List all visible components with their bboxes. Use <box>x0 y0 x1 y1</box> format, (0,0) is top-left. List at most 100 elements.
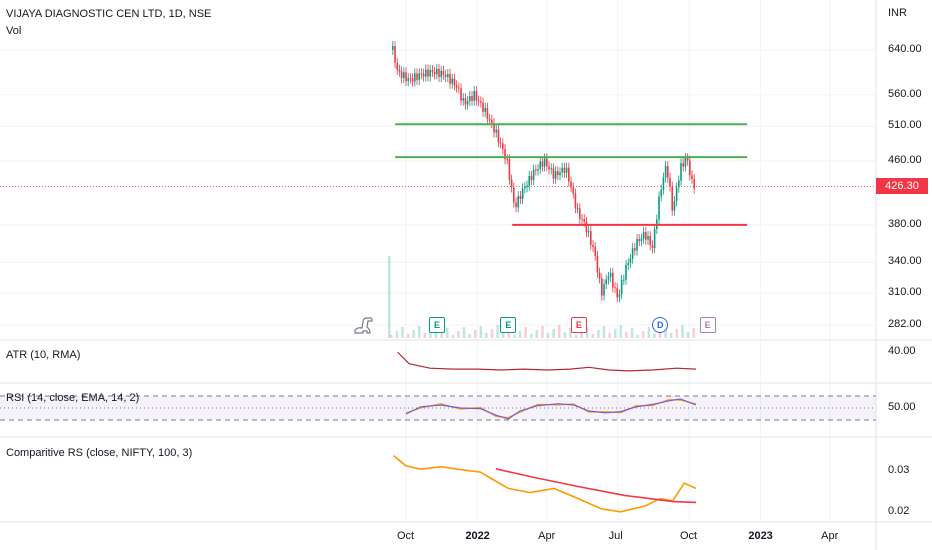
candle-body <box>535 169 537 171</box>
rsi-tick: 50.00 <box>888 401 916 413</box>
crs-pane-label[interactable]: Comparitive RS (close, NIFTY, 100, 3) <box>6 447 193 459</box>
candle-body <box>524 187 526 189</box>
volume-label: Vol <box>6 25 22 37</box>
candle-body <box>506 159 509 161</box>
earnings-event-marker[interactable]: E <box>699 317 716 333</box>
volume-bar <box>401 327 404 338</box>
candle-body <box>519 195 522 200</box>
candle-body <box>451 78 454 84</box>
candle-body <box>559 172 561 176</box>
candle-body <box>537 169 539 171</box>
candle-body <box>662 177 665 190</box>
volume-bar <box>474 330 477 338</box>
candle-body <box>449 74 451 84</box>
volume-bar <box>423 333 427 338</box>
candle-body <box>638 239 641 242</box>
volume-bar <box>462 327 466 338</box>
candle-body <box>464 98 467 105</box>
candle-body <box>510 179 513 188</box>
volume-bar <box>518 331 522 338</box>
volume-bar <box>388 256 391 338</box>
candle-body <box>576 207 579 209</box>
candle-body <box>629 258 632 263</box>
candle-body <box>669 177 671 187</box>
candle-body <box>444 74 447 77</box>
candle-body <box>645 232 647 240</box>
candle-body <box>550 168 553 170</box>
candle-body <box>686 158 689 161</box>
candle-body <box>447 74 449 77</box>
candle-body <box>689 160 691 176</box>
candle-body <box>403 72 405 79</box>
candle-body <box>570 181 572 188</box>
dividend-event-marker[interactable]: D <box>652 317 669 333</box>
candle-body <box>508 159 511 180</box>
candle-body <box>647 236 649 240</box>
volume-bar <box>535 330 539 338</box>
candle-body <box>502 143 504 150</box>
volume-bar <box>552 329 555 338</box>
volume-bar <box>418 326 421 338</box>
last-price-tag: 426.30 <box>876 178 928 194</box>
time-tick: 2023 <box>748 530 773 542</box>
volume-bar <box>513 335 516 338</box>
rsi-pane-label[interactable]: RSI (14, close, EMA, 14, 2) <box>6 392 140 404</box>
candle-body <box>495 129 498 133</box>
atr-pane-label[interactable]: ATR (10, RMA) <box>6 349 81 361</box>
candle-body <box>572 187 575 194</box>
candle-body <box>618 294 621 298</box>
price-tick: 560.00 <box>888 87 922 100</box>
candle-body <box>620 280 623 295</box>
time-tick: Apr <box>821 530 839 542</box>
candle-body <box>631 248 634 259</box>
volume-bar <box>670 333 673 338</box>
comparative-rs-ma-line <box>495 468 697 504</box>
volume-bar <box>468 334 471 338</box>
candle-body <box>455 85 458 88</box>
candle-body <box>658 196 660 220</box>
candle-body <box>693 179 696 189</box>
volume-bar <box>591 334 595 338</box>
candle-body <box>609 272 612 277</box>
candle-body <box>475 91 478 101</box>
crs-tick: 0.03 <box>888 464 910 476</box>
volume-bar <box>653 334 656 338</box>
candle-body <box>634 248 636 251</box>
volume-bar <box>541 326 544 338</box>
candle-body <box>649 236 652 246</box>
candle-body <box>398 69 401 72</box>
time-tick: Apr <box>538 530 556 542</box>
candle-body <box>636 239 638 251</box>
candle-body <box>554 171 557 179</box>
candle-body <box>466 101 469 105</box>
volume-bar <box>558 325 561 338</box>
volume-bar <box>446 328 449 338</box>
volume-bar <box>625 332 628 338</box>
candle-body <box>660 189 663 197</box>
candle-body <box>612 272 614 288</box>
candle-body <box>607 276 610 280</box>
volume-bar <box>664 326 667 338</box>
candle-body <box>594 246 597 256</box>
candle-body <box>528 175 531 186</box>
candle-body <box>627 262 630 266</box>
earnings-event-marker[interactable]: E <box>429 317 445 333</box>
candle-body <box>561 167 564 173</box>
candle-body <box>598 272 601 279</box>
candle-body <box>552 168 555 179</box>
volume-bar <box>602 326 606 338</box>
candle-body <box>691 175 693 180</box>
volume-bar <box>614 329 617 338</box>
candle-body <box>440 70 443 78</box>
time-tick: Oct <box>397 530 415 542</box>
candle-body <box>546 158 548 167</box>
earnings-event-marker[interactable]: E <box>570 317 587 333</box>
candle-body <box>429 69 432 77</box>
candle-body <box>581 218 583 220</box>
earnings-event-marker[interactable]: E <box>500 317 517 333</box>
volume-bar <box>440 332 443 338</box>
time-tick: 2022 <box>465 530 490 542</box>
candle-body <box>499 142 502 144</box>
volume-bar <box>502 332 505 338</box>
